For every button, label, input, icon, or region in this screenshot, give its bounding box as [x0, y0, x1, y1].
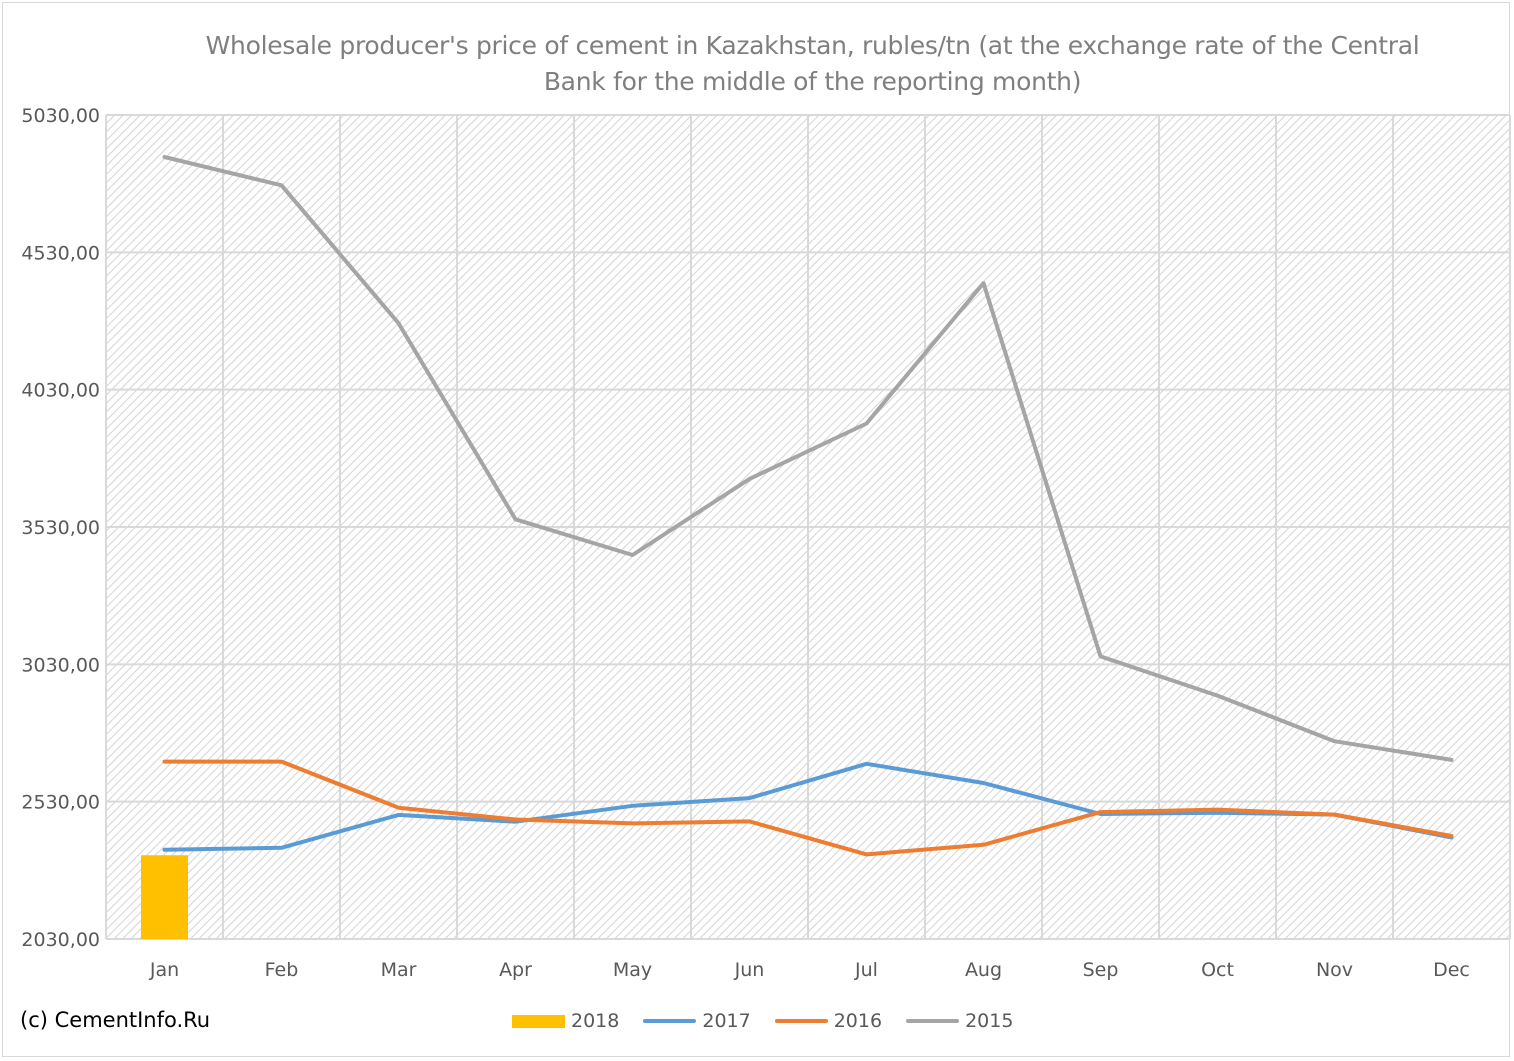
x-tick-label-aug: Aug: [965, 959, 1002, 981]
x-tick-label-oct: Oct: [1201, 959, 1234, 981]
credit-text: (c) CementInfo.Ru: [20, 1008, 211, 1032]
legend-item-2018: 2018: [512, 1010, 619, 1032]
x-tick-label-jun: Jun: [734, 959, 765, 981]
y-tick-label: 3030,00: [21, 654, 100, 676]
legend-swatch-2016: [774, 1019, 828, 1023]
y-tick-label: 3530,00: [21, 517, 100, 539]
legend-label-2017: 2017: [702, 1010, 751, 1032]
y-tick-label: 5030,00: [21, 105, 100, 127]
chart-title-line-1: Wholesale producer's price of cement in …: [205, 31, 1420, 60]
y-tick-label: 4530,00: [21, 242, 100, 264]
legend: 2018 2017 2016 2015: [512, 1008, 1037, 1034]
legend-item-2017: 2017: [643, 1010, 751, 1032]
y-tick-label: 4030,00: [21, 380, 100, 402]
chart-title: Wholesale producer's price of cement in …: [120, 28, 1505, 100]
x-tick-label-jul: Jul: [854, 959, 878, 981]
y-tick-label: 2530,00: [21, 792, 100, 814]
legend-swatch-2017: [643, 1019, 697, 1023]
x-axis: Jan Feb Mar Apr May Jun Jul Aug Sep Oct Nov Dec: [149, 959, 1470, 981]
gridlines: [105, 114, 1511, 940]
x-tick-label-nov: Nov: [1316, 959, 1353, 981]
legend-label-2015: 2015: [965, 1010, 1014, 1032]
x-tick-label-dec: Dec: [1433, 959, 1470, 981]
chart-title-line-2: Bank for the middle of the reporting mon…: [543, 67, 1082, 96]
x-tick-label-sep: Sep: [1083, 959, 1119, 981]
x-tick-label-may: May: [613, 959, 652, 981]
legend-swatch-2018: [512, 1014, 565, 1028]
legend-item-2016: 2016: [774, 1010, 883, 1032]
legend-item-2015: 2015: [906, 1010, 1013, 1032]
y-tick-label: 2030,00: [21, 929, 100, 951]
lines: [162, 155, 1454, 857]
x-tick-label-feb: Feb: [265, 959, 299, 981]
x-tick-label-jan: Jan: [149, 959, 179, 981]
line-series-2015: [162, 155, 1454, 762]
legend-swatch-2015: [906, 1019, 960, 1023]
bar-2018-jan: [141, 855, 188, 939]
line-series-2016: [162, 759, 1454, 857]
legend-label-2016: 2016: [833, 1010, 883, 1032]
x-tick-label-apr: Apr: [499, 959, 532, 981]
y-axis: 2030,00 2530,00 3030,00 3530,00 4030,00 4530,…: [21, 105, 100, 951]
legend-label-2018: 2018: [571, 1010, 620, 1032]
line-series-2017: [162, 761, 1454, 852]
x-tick-label-mar: Mar: [381, 959, 417, 981]
bars: [141, 855, 188, 939]
